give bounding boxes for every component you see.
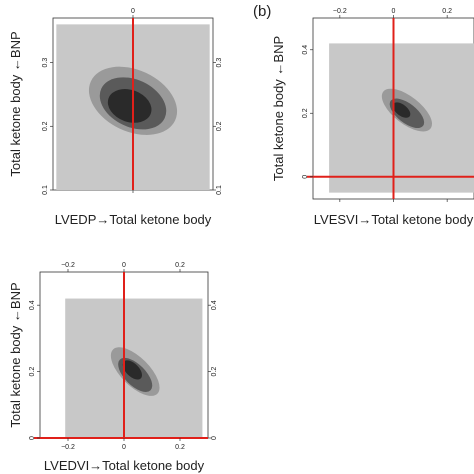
panel-c-ytick-label-left-0: 0 — [29, 436, 36, 440]
panel-b-ytick-label-left-2: 0.4 — [302, 45, 309, 55]
panel-b-ylabel: Total ketone body ←BNP — [271, 36, 286, 181]
panel-a-contour-inner — [107, 89, 152, 123]
panel-a-ytick-label-left-0: 0.1 — [42, 185, 49, 195]
panel-c-ytick-label-right-2: 0.4 — [211, 300, 218, 310]
panel-a-ytick-label-right-0: 0.1 — [216, 185, 223, 195]
panel-c-xtick-label-bottom-0: −0.2 — [61, 444, 75, 451]
panel-c-xtick-label-top-2: 0.2 — [175, 262, 185, 269]
panel-c-xtick-label-top-1: 0 — [122, 262, 126, 269]
panel-c-xtick-label-top-0: −0.2 — [61, 262, 75, 269]
panel-a-ytick-label-left-2: 0.3 — [42, 58, 49, 68]
panel-b-xtick-label-top-1: 0 — [392, 8, 396, 15]
panel-a-xtick-label-top-0: 0 — [131, 8, 135, 15]
panel-b-ytick-label-left-0: 0 — [302, 175, 309, 179]
panel-b-contour-inner — [392, 102, 411, 118]
panel-label-b: (b) — [253, 3, 272, 20]
panel-c-ytick-label-left-1: 0.2 — [29, 367, 36, 377]
panel-b-ytick-label-left-1: 0.2 — [302, 108, 309, 118]
panel-c-ylabel: Total ketone body ←BNP — [8, 282, 23, 427]
panel-a-ytick-label-left-1: 0.2 — [42, 121, 49, 131]
panel-c-ytick-label-left-2: 0.4 — [29, 300, 36, 310]
panel-b-xtick-label-top-0: −0.2 — [333, 8, 347, 15]
panel-c-xtick-label-bottom-2: 0.2 — [175, 444, 185, 451]
panel-c: −0.2 −0.2 0 0 0.2 0.2 0 0 0.2 0.2 0.4 0.4 LVEDVI→Tot… — [8, 262, 218, 473]
panel-c-ytick-label-right-0: 0 — [211, 436, 218, 440]
panel-a-ytick-label-right-1: 0.2 — [216, 121, 223, 131]
panel-b-xtick-label-top-2: 0.2 — [442, 8, 452, 15]
panel-c-ytick-label-right-1: 0.2 — [211, 367, 218, 377]
panel-a: 0 0.1 0.1 0.2 0.2 0.3 0.3 LVEDP→Total ketone bo… — [8, 8, 223, 227]
panel-c-xtick-label-bottom-1: 0 — [122, 444, 126, 451]
panel-a-ylabel: Total ketone body ←BNP — [8, 31, 23, 176]
panel-c-xlabel: LVEDVI→Total ketone body — [44, 458, 205, 473]
panel-c-contour-inner — [122, 360, 142, 380]
panel-a-ytick-label-right-2: 0.3 — [216, 58, 223, 68]
panel-a-xlabel: LVEDP→Total ketone body — [55, 212, 212, 227]
panel-b-xlabel: LVESVI→Total ketone body — [314, 212, 474, 227]
